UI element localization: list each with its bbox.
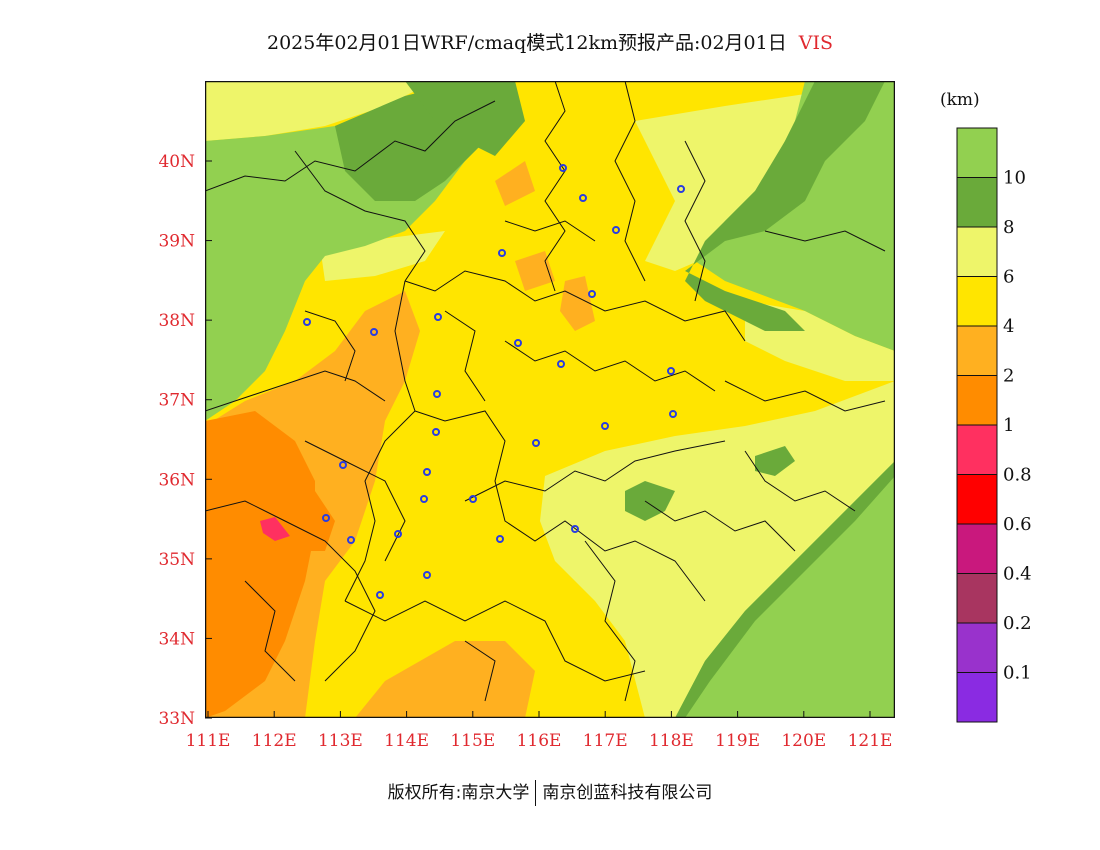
colorbar-label: 10 [1003,168,1026,189]
colorbar-swatch [956,672,998,723]
vis-2-4-patch-mid [560,276,595,331]
colorbar-swatch [956,375,998,426]
vis-8-10-northeast [685,81,885,331]
colorbar-swatch [956,325,998,376]
vis-2-4-south [355,641,535,718]
colorbar-swatch [956,474,998,525]
vis-2-4-patch-north [495,161,535,206]
map-title: 2025年02月01日WRF/cmaq模式12km预报产品:02月01日 VIS [0,28,1100,55]
colorbar-swatch [956,177,998,228]
x-tick-label: 117E [583,731,628,751]
company-text: 南京创蓝科技有限公司 [542,783,713,803]
y-axis-labels: 40N 39N 38N 37N 36N 35N 34N 33N [158,152,212,729]
colorbar-label: 0.6 [1003,514,1032,535]
colorbar-swatch [956,226,998,277]
title-text: 2025年02月01日WRF/cmaq模式12km预报产品:02月01日 [267,32,787,54]
colorbar-label: 4 [1003,316,1014,337]
vis-8-10-southeast [675,461,895,718]
colorbar-label: 0.4 [1003,564,1032,585]
x-tick-label: 116E [517,731,562,751]
visibility-map [205,81,895,718]
boundary-lines [205,81,886,702]
vis-1-2-southwest [205,411,315,718]
y-tick-label: 33N [158,709,195,729]
footer: 版权所有:南京大学 南京创蓝科技有限公司 [0,778,1100,806]
copyright-text: 版权所有:南京大学 [387,783,530,803]
vis-0-8-patch [260,517,290,541]
colorbar-label: 0.2 [1003,613,1032,634]
colorbar-label: 1 [1003,415,1014,436]
colorbar-label: 0.8 [1003,465,1032,486]
x-tick-label: 113E [318,731,363,751]
colorbar-label: 8 [1003,217,1014,238]
y-tick-label: 37N [158,391,195,411]
vis-8-10-patch-east [755,446,795,476]
colorbar-swatch [956,127,998,178]
y-tick-label: 40N [158,152,195,172]
x-tick-label: 115E [450,731,495,751]
colorbar-label: 6 [1003,267,1014,288]
x-tick-label: 119E [715,731,760,751]
vis-6-8-region-top [205,81,435,141]
colorbar-swatch [956,622,998,673]
x-tick-label: 118E [649,731,694,751]
y-tick-label: 38N [158,311,195,331]
colorbar-swatch [956,573,998,624]
vis-over-10-northeast [695,81,895,351]
x-tick-label: 111E [186,731,231,751]
colorbar-units: (km) [940,90,980,110]
colorbar-swatch [956,276,998,327]
colorbar: 10 8 6 4 2 1 0.8 0.6 0.4 0.2 0.1 [956,127,1032,723]
footer-separator [535,780,537,806]
y-tick-label: 39N [158,232,195,252]
variable-label: VIS [798,32,833,54]
y-tick-label: 36N [158,470,195,490]
city-markers [303,164,685,599]
vis-8-10-patch-center [625,481,675,521]
y-tick-label: 34N [158,629,195,649]
colorbar-label: 2 [1003,366,1014,387]
colorbar-swatch [956,424,998,475]
colorbar-label: 0.1 [1003,663,1032,684]
x-tick-label: 121E [848,731,893,751]
x-tick-label: 120E [781,731,826,751]
x-tick-label: 112E [252,731,297,751]
x-tick-label: 114E [384,731,429,751]
colorbar-swatch [956,523,998,574]
y-tick-label: 35N [158,550,195,570]
vis-8-10-north [405,81,525,156]
